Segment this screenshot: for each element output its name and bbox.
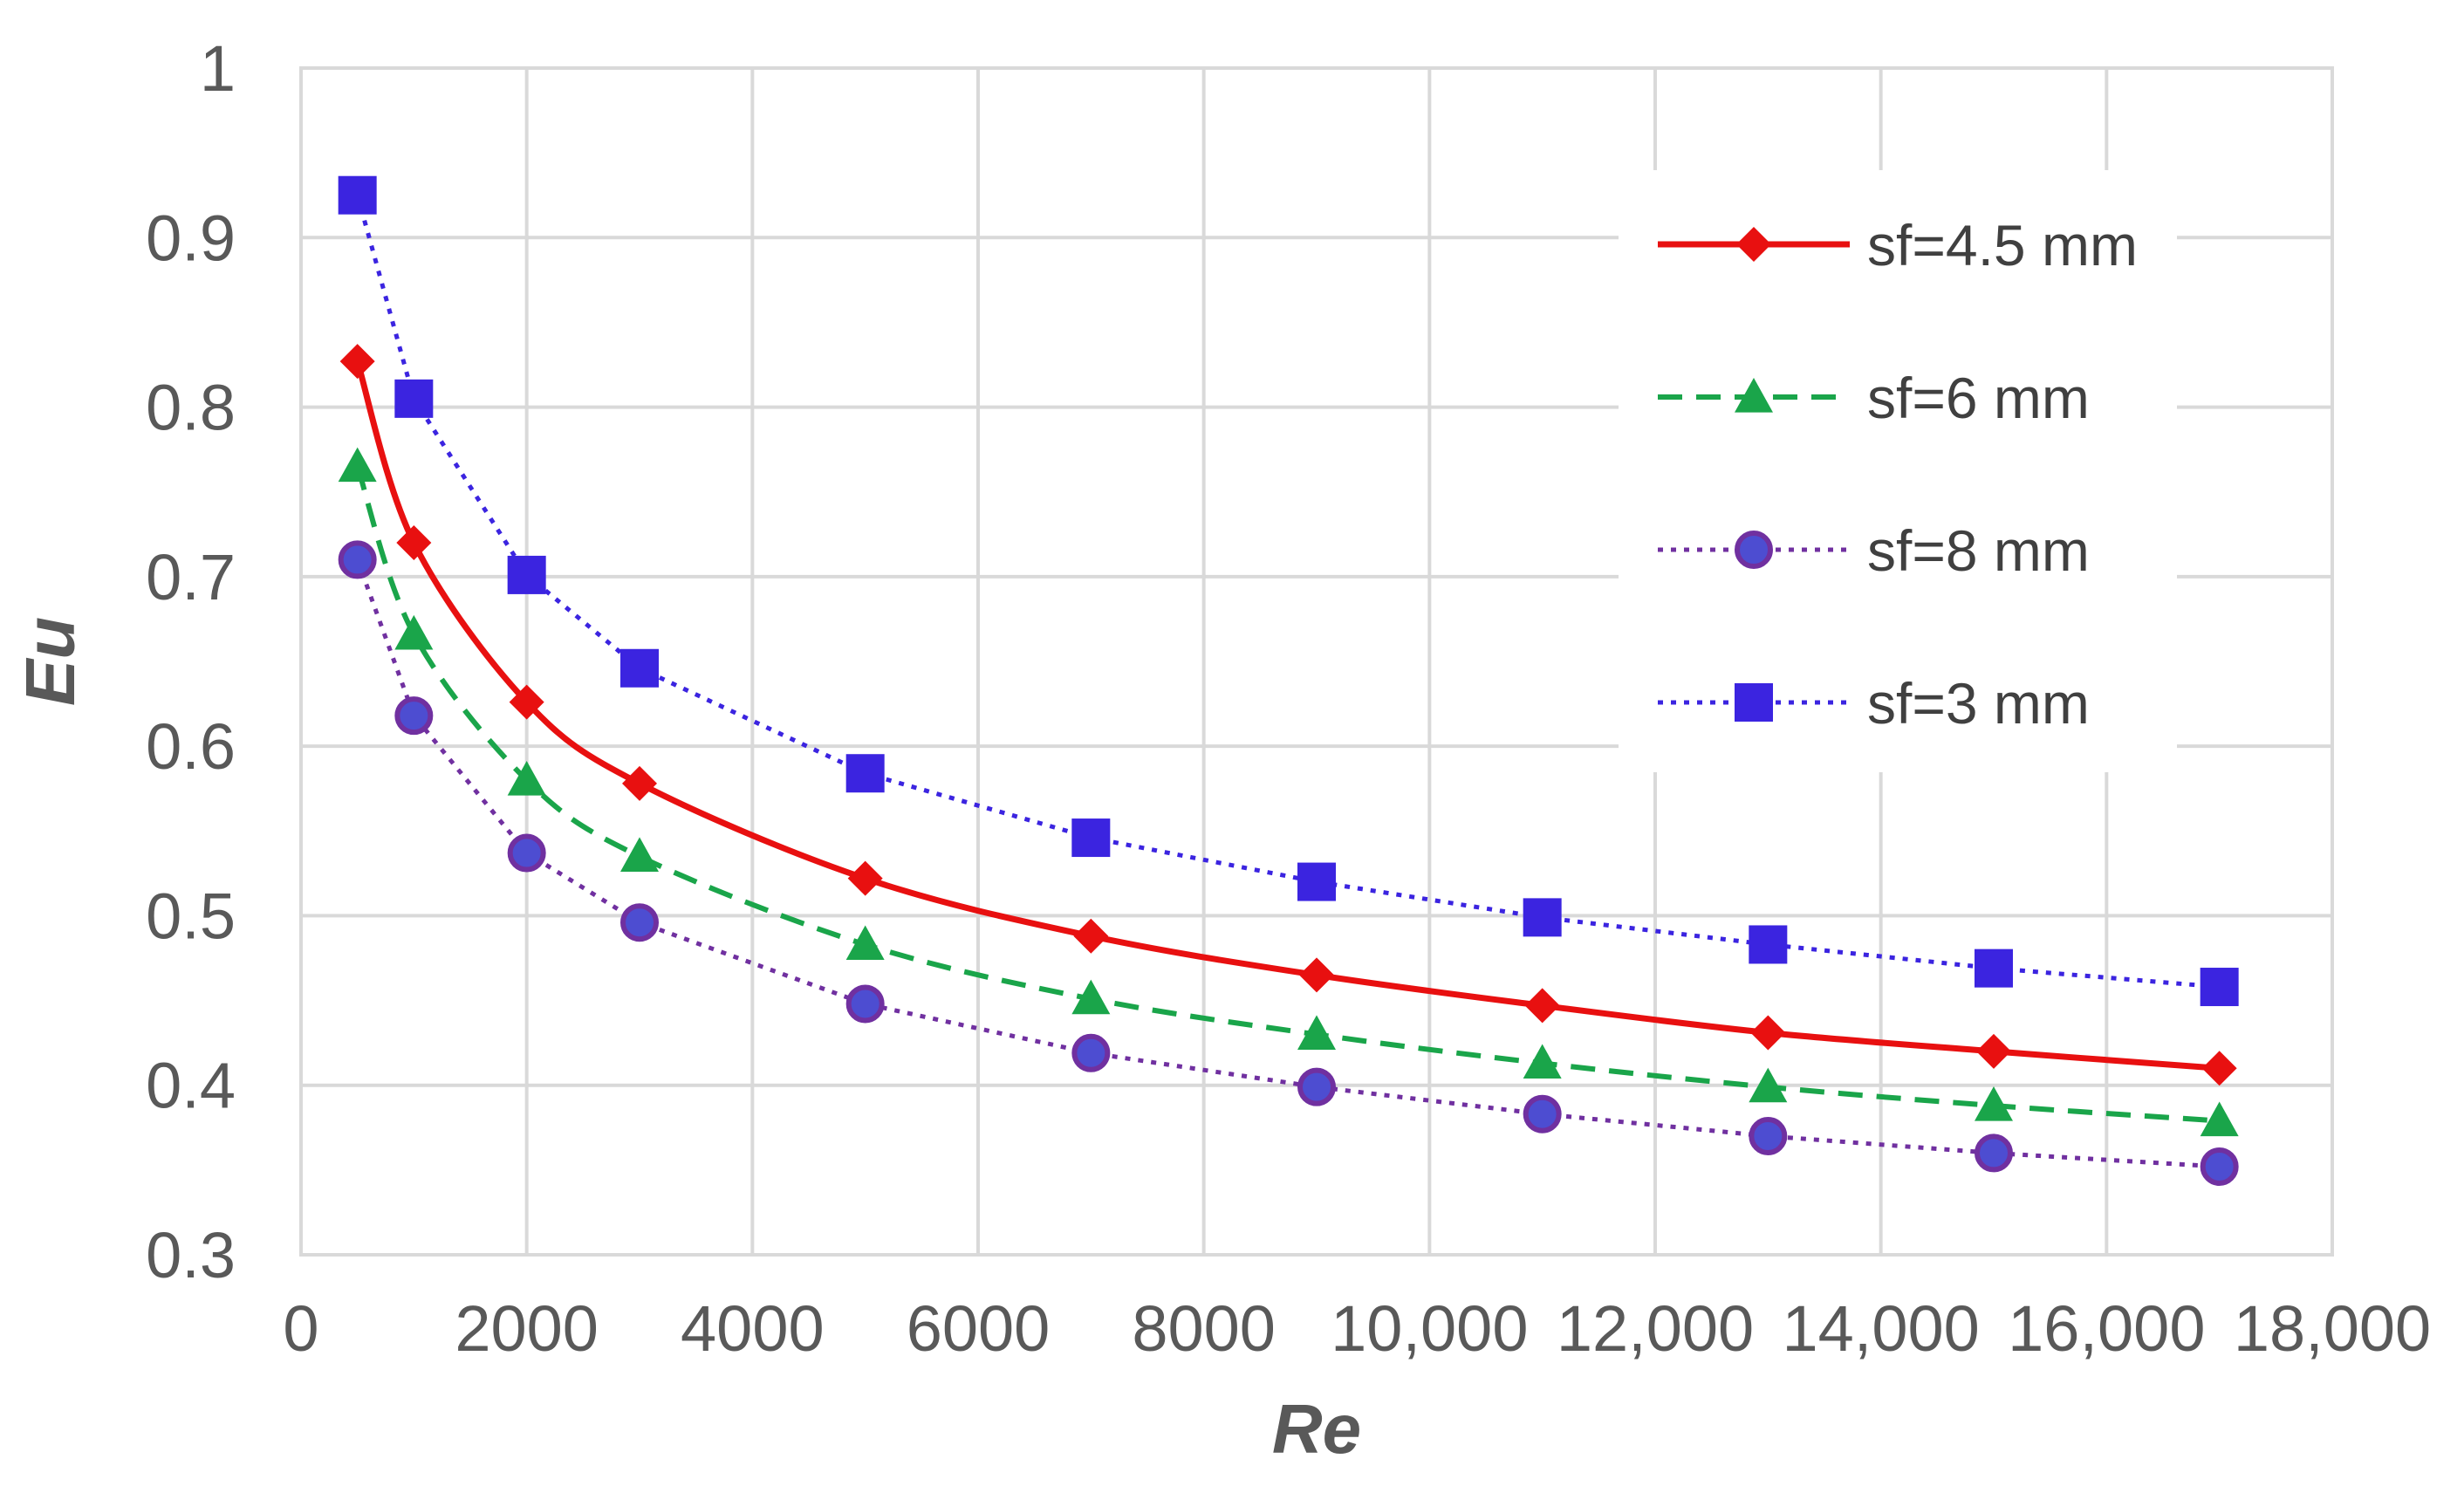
data-point <box>1526 1098 1559 1131</box>
data-point <box>1977 1136 2010 1169</box>
data-point <box>622 766 657 801</box>
data-point <box>1525 988 1560 1023</box>
chart-container: 0.3 0.4 0.5 0.6 0.7 0.8 0.9 1 0 2000 4000 6000 8000… <box>0 0 2464 1493</box>
data-point <box>846 925 885 960</box>
data-point <box>1523 1044 1562 1079</box>
y-tick-label: 0.8 <box>146 372 236 444</box>
legend-label: sf=3 mm <box>1867 671 2090 736</box>
y-axis-ticks: 0.3 0.4 0.5 0.6 0.7 0.8 0.9 1 <box>146 32 236 1291</box>
legend-marker <box>1737 533 1770 566</box>
data-point <box>2202 1051 2237 1086</box>
x-axis-title: Re <box>1272 1390 1361 1468</box>
data-point <box>340 344 375 379</box>
line-chart: 0.3 0.4 0.5 0.6 0.7 0.8 0.9 1 0 2000 4000 6000 8000… <box>0 0 2464 1493</box>
y-tick-label: 1 <box>200 32 236 105</box>
data-point <box>2200 968 2239 1006</box>
data-point <box>846 754 885 792</box>
legend: sf=4.5 mm sf=6 mm sf=8 mm sf=3 mm <box>1619 170 2177 772</box>
x-tick-label: 16,000 <box>2008 1292 2205 1365</box>
data-point <box>1074 1037 1107 1070</box>
y-tick-label: 0.9 <box>146 202 236 274</box>
data-point <box>397 699 430 732</box>
data-point <box>620 649 659 688</box>
data-point <box>394 380 433 418</box>
y-tick-label: 0.4 <box>146 1050 236 1122</box>
data-point <box>1300 1071 1333 1104</box>
x-tick-label: 10,000 <box>1331 1292 1528 1365</box>
data-point <box>1975 1086 2013 1121</box>
data-point <box>623 906 656 939</box>
x-axis-ticks: 0 2000 4000 6000 8000 10,000 12,000 14,000 16,00… <box>283 1292 2431 1365</box>
y-tick-label: 0.6 <box>146 710 236 783</box>
y-tick-label: 0.5 <box>146 880 236 952</box>
data-point <box>1976 1034 2011 1069</box>
data-point <box>394 615 433 650</box>
data-point <box>396 525 431 560</box>
legend-marker <box>1735 683 1773 722</box>
data-point <box>1523 898 1562 936</box>
data-point <box>2203 1150 2236 1183</box>
data-point <box>1975 949 2013 988</box>
data-point <box>341 543 374 576</box>
y-tick-label: 0.7 <box>146 541 236 613</box>
x-tick-label: 18,000 <box>2234 1292 2431 1365</box>
data-point <box>508 761 546 796</box>
x-tick-label: 4000 <box>681 1292 825 1365</box>
x-tick-label: 12,000 <box>1557 1292 1754 1365</box>
data-point <box>620 837 659 872</box>
y-tick-label: 0.3 <box>146 1219 236 1291</box>
x-tick-label: 14,000 <box>1782 1292 1979 1365</box>
data-point <box>339 176 377 215</box>
data-point <box>1073 919 1108 954</box>
data-point <box>508 556 546 594</box>
data-point <box>339 448 377 483</box>
x-tick-label: 8000 <box>1132 1292 1276 1365</box>
x-tick-label: 6000 <box>907 1292 1051 1365</box>
legend-label: sf=8 mm <box>1867 518 2090 583</box>
data-point <box>1299 957 1334 992</box>
x-tick-label: 0 <box>283 1292 318 1365</box>
data-point <box>848 861 883 896</box>
data-point <box>849 987 882 1020</box>
y-axis-title: Eu <box>11 617 89 706</box>
data-point <box>1749 925 1787 963</box>
x-tick-label: 2000 <box>455 1292 599 1365</box>
data-point <box>1071 818 1110 857</box>
legend-label: sf=4.5 mm <box>1867 213 2138 277</box>
data-point <box>1750 1015 1785 1050</box>
data-point <box>1297 863 1336 901</box>
data-point <box>510 837 544 870</box>
legend-label: sf=6 mm <box>1867 366 2090 430</box>
data-point <box>1751 1120 1784 1153</box>
data-point <box>1297 1015 1336 1050</box>
